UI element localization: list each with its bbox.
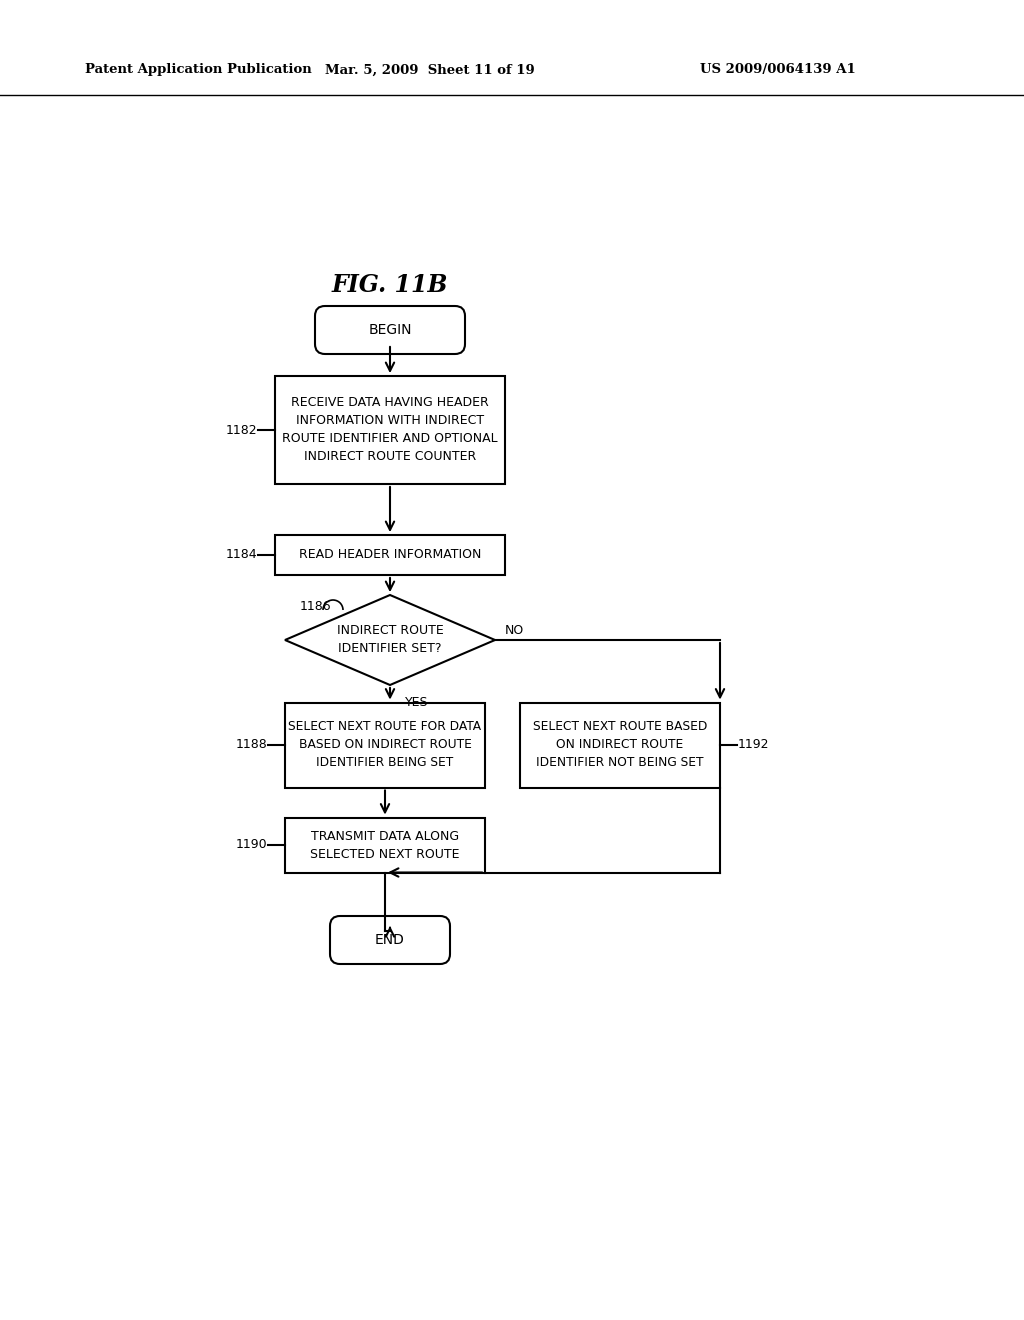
Text: END: END [375,933,404,946]
Bar [275,376,505,484]
Bar [275,535,505,576]
Text: FIG. 11B: FIG. 11B [332,273,449,297]
Text: Mar. 5, 2009  Sheet 11 of 19: Mar. 5, 2009 Sheet 11 of 19 [326,63,535,77]
Text: 1192: 1192 [738,738,769,751]
Bar [285,702,485,788]
FancyBboxPatch shape [315,306,465,354]
Text: TRANSMIT DATA ALONG
SELECTED NEXT ROUTE: TRANSMIT DATA ALONG SELECTED NEXT ROUTE [310,829,460,861]
Text: BEGIN: BEGIN [369,323,412,337]
Text: 1182: 1182 [225,424,257,437]
Text: YES: YES [406,697,428,710]
Text: READ HEADER INFORMATION: READ HEADER INFORMATION [299,549,481,561]
Text: INDIRECT ROUTE
IDENTIFIER SET?: INDIRECT ROUTE IDENTIFIER SET? [337,624,443,656]
Polygon shape [285,595,495,685]
Text: 1184: 1184 [225,549,257,561]
Text: SELECT NEXT ROUTE FOR DATA
BASED ON INDIRECT ROUTE
IDENTIFIER BEING SET: SELECT NEXT ROUTE FOR DATA BASED ON INDI… [289,721,481,770]
Bar [285,817,485,873]
Text: 1190: 1190 [236,838,267,851]
Bar [520,702,720,788]
Text: Patent Application Publication: Patent Application Publication [85,63,311,77]
Text: 1188: 1188 [236,738,267,751]
FancyBboxPatch shape [330,916,450,964]
Text: RECEIVE DATA HAVING HEADER
INFORMATION WITH INDIRECT
ROUTE IDENTIFIER AND OPTION: RECEIVE DATA HAVING HEADER INFORMATION W… [283,396,498,463]
Text: US 2009/0064139 A1: US 2009/0064139 A1 [700,63,856,77]
Text: SELECT NEXT ROUTE BASED
ON INDIRECT ROUTE
IDENTIFIER NOT BEING SET: SELECT NEXT ROUTE BASED ON INDIRECT ROUT… [532,721,708,770]
Text: NO: NO [505,623,524,636]
Text: 1186: 1186 [300,601,332,612]
